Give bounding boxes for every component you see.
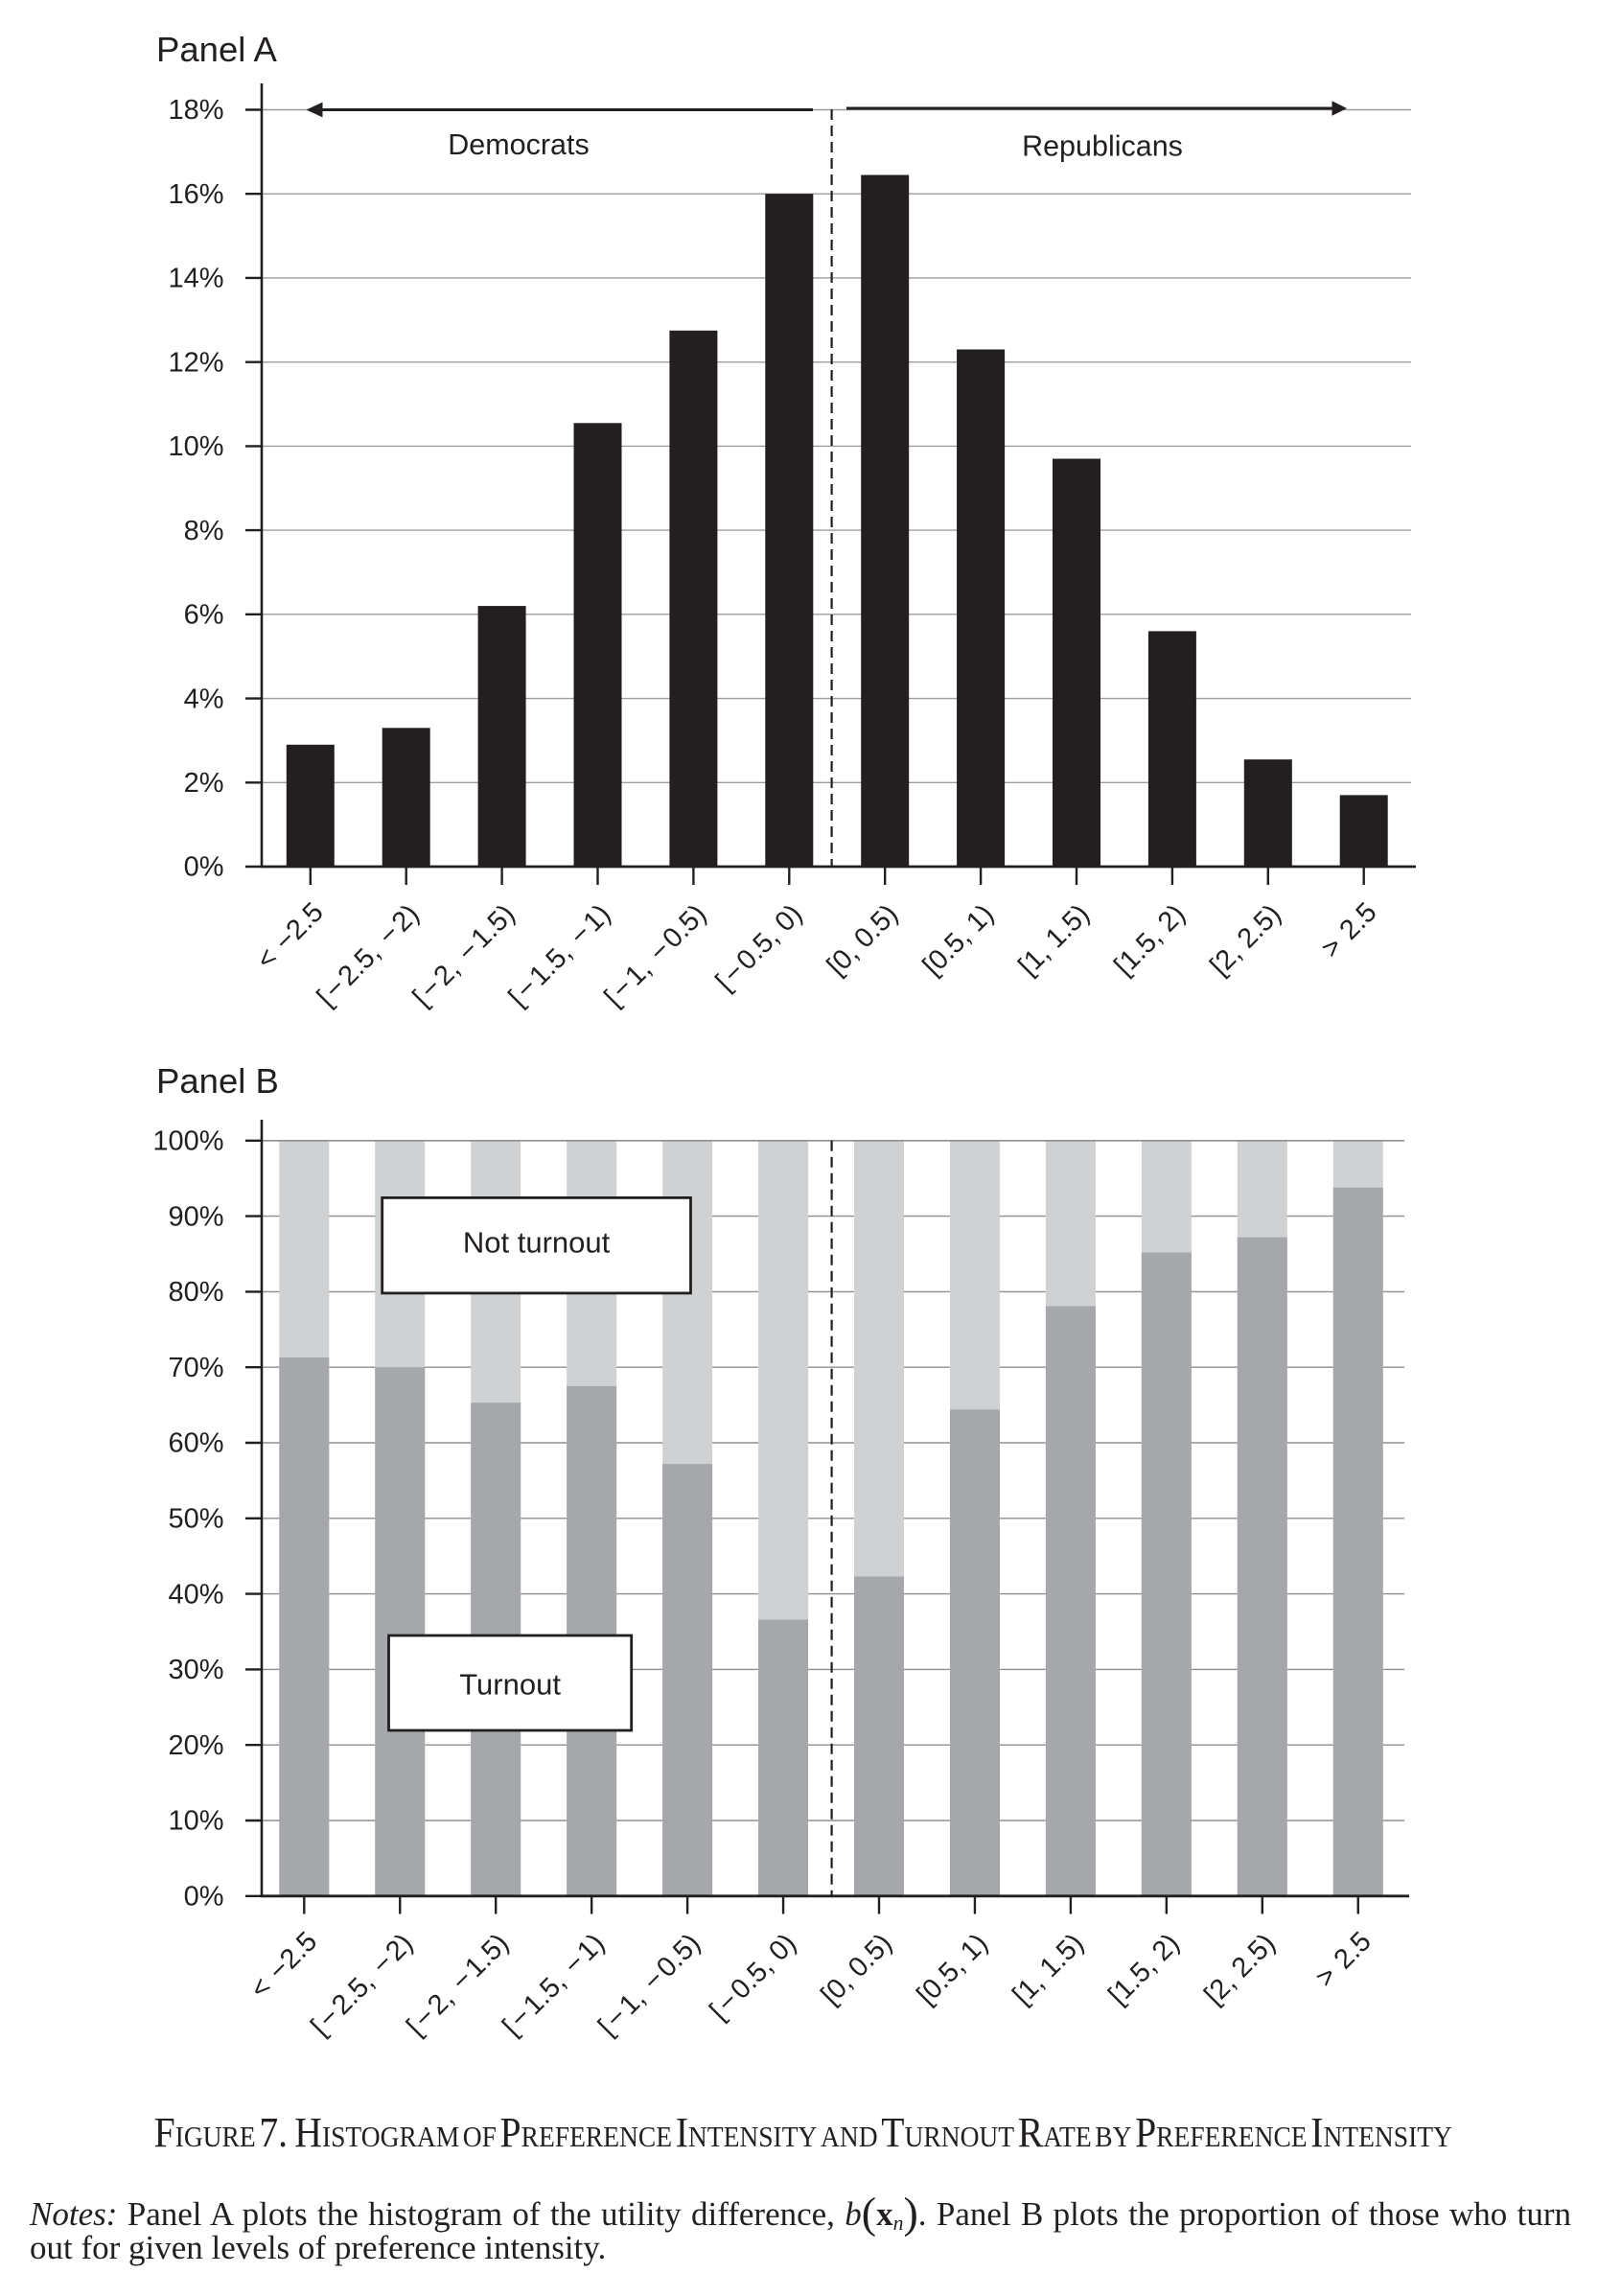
svg-text:[−2, −1.5): [−2, −1.5) — [401, 1928, 515, 2042]
svg-text:60%: 60% — [168, 1428, 223, 1459]
svg-text:20%: 20% — [168, 1730, 223, 1761]
svg-text:16%: 16% — [168, 179, 223, 210]
svg-text:[0, 0.5): [0, 0.5) — [815, 1928, 897, 2010]
svg-text:[1, 1.5): [1, 1.5) — [1007, 1928, 1089, 2010]
svg-text:[−0.5, 0): [−0.5, 0) — [710, 899, 809, 998]
svg-text:30%: 30% — [168, 1655, 223, 1685]
svg-text:[2, 2.5): [2, 2.5) — [1204, 899, 1286, 982]
svg-text:[−2.5, −2): [−2.5, −2) — [312, 899, 426, 1013]
svg-text:>2.5: >2.5 — [1315, 897, 1382, 964]
svg-text:Not turnout: Not turnout — [463, 1226, 611, 1260]
svg-text:[−1.5, −1): [−1.5, −1) — [503, 899, 617, 1013]
svg-text:12%: 12% — [168, 347, 223, 378]
svg-text:100%: 100% — [152, 1126, 223, 1157]
svg-text:70%: 70% — [168, 1353, 223, 1383]
svg-text:[−1.5, −1): [−1.5, −1) — [497, 1928, 611, 2042]
svg-text:[−0.5, 0): [−0.5, 0) — [704, 1928, 802, 2027]
svg-text:[−1, −0.5): [−1, −0.5) — [592, 1928, 706, 2042]
svg-text:2%: 2% — [184, 768, 224, 799]
svg-text:[−1, −0.5): [−1, −0.5) — [598, 899, 712, 1013]
svg-text:[−2.5, −2): [−2.5, −2) — [305, 1928, 419, 2042]
svg-text:[1, 1.5): [1, 1.5) — [1012, 899, 1095, 982]
svg-text:Panel B: Panel B — [156, 1061, 279, 1101]
svg-text:10%: 10% — [168, 431, 223, 462]
svg-text:[0.5, 1): [0.5, 1) — [911, 1928, 993, 2010]
svg-text:Panel A: Panel A — [156, 30, 277, 69]
svg-text:[2, 2.5): [2, 2.5) — [1198, 1928, 1281, 2010]
svg-text:0%: 0% — [184, 852, 224, 883]
svg-text:<−2.5: <−2.5 — [244, 1926, 323, 2005]
svg-text:0%: 0% — [184, 1882, 224, 1913]
svg-text:40%: 40% — [168, 1579, 223, 1610]
svg-text:Turnout: Turnout — [459, 1668, 561, 1702]
svg-text:[−2, −1.5): [−2, −1.5) — [407, 899, 521, 1013]
svg-text:8%: 8% — [184, 516, 224, 546]
svg-text:80%: 80% — [168, 1277, 223, 1308]
svg-text:Republicans: Republicans — [1022, 130, 1183, 163]
svg-text:[0, 0.5): [0, 0.5) — [822, 899, 904, 982]
svg-text:50%: 50% — [168, 1504, 223, 1535]
svg-text:>2.5: >2.5 — [1310, 1926, 1378, 1993]
svg-text:90%: 90% — [168, 1201, 223, 1232]
svg-text:[1.5, 2): [1.5, 2) — [1102, 1928, 1185, 2010]
svg-text:<−2.5: <−2.5 — [251, 897, 330, 976]
svg-text:10%: 10% — [168, 1806, 223, 1837]
svg-text:14%: 14% — [168, 264, 223, 294]
svg-text:[1.5, 2): [1.5, 2) — [1108, 899, 1191, 982]
svg-text:[0.5, 1): [0.5, 1) — [917, 899, 1000, 982]
svg-text:Democrats: Democrats — [448, 128, 589, 161]
svg-text:4%: 4% — [184, 684, 224, 714]
svg-text:18%: 18% — [168, 95, 223, 126]
svg-text:6%: 6% — [184, 600, 224, 631]
